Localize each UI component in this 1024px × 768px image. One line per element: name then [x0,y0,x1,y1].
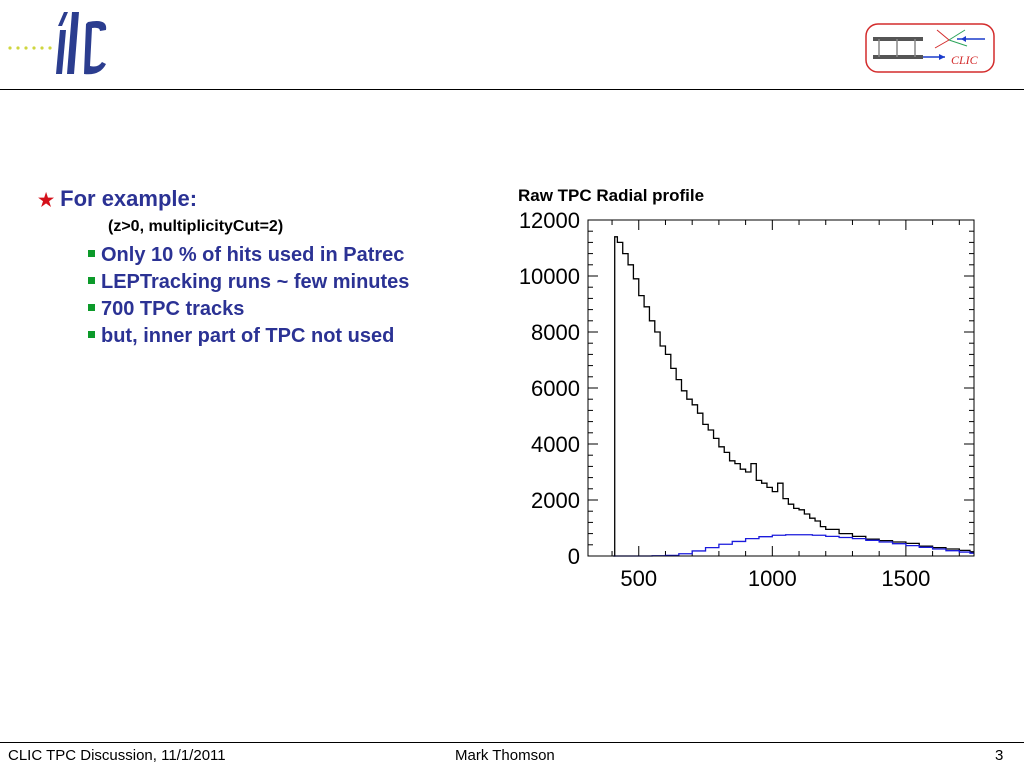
x-tick-label: 1000 [748,566,797,591]
y-tick-label: 4000 [531,432,580,457]
chart-title: Raw TPC Radial profile [518,186,705,205]
y-tick-label: 12000 [519,208,580,233]
radial-profile-chart: 0 2000 4000 6000 8000 10000 12000 500 1000 1500 [519,208,975,591]
footer-author: Mark Thomson [455,747,555,764]
square-bullet-icon [88,304,95,311]
square-bullet-icon [88,277,95,284]
star-icon: ★ [38,190,55,210]
sub-bullet: 700 TPC tracks [88,296,409,323]
bullet-list: ★ For example: (z>0, multiplicityCut=2) O… [38,186,409,350]
clic-logo-text: CLIC [951,53,979,67]
x-axis: 500 1000 1500 [611,220,960,591]
y-axis: 0 2000 4000 6000 8000 10000 12000 [519,208,974,569]
footer-divider [0,742,1024,743]
square-bullet-icon [88,331,95,338]
sub-bullet: LEPTracking runs ~ few minutes [88,269,409,296]
sub-bullet: Only 10 % of hits used in Patrec [88,242,409,269]
y-tick-label: 6000 [531,376,580,401]
ilc-logo [0,0,120,88]
x-tick-label: 500 [620,566,657,591]
clic-logo: CLIC [865,22,995,74]
y-tick-label: 2000 [531,488,580,513]
sub-bullet: but, inner part of TPC not used [88,323,409,350]
sub-bullet-list: Only 10 % of hits used in Patrec LEPTrac… [88,242,409,350]
y-tick-label: 0 [568,544,580,569]
blue-series-line [613,534,974,557]
main-bullet: ★ For example: [38,186,409,212]
page-number: 3 [995,747,1004,764]
series-layer [613,236,974,557]
footer-title: CLIC TPC Discussion, 11/1/2011 [8,747,226,764]
plot-frame [587,219,975,557]
y-tick-label: 8000 [531,320,580,345]
header-divider [0,89,1024,90]
condition-note: (z>0, multiplicityCut=2) [108,218,284,235]
y-tick-label: 10000 [519,264,580,289]
square-bullet-icon [88,250,95,257]
black-series-line [613,236,974,557]
x-tick-label: 1500 [881,566,930,591]
main-bullet-text: For example: [60,186,198,211]
